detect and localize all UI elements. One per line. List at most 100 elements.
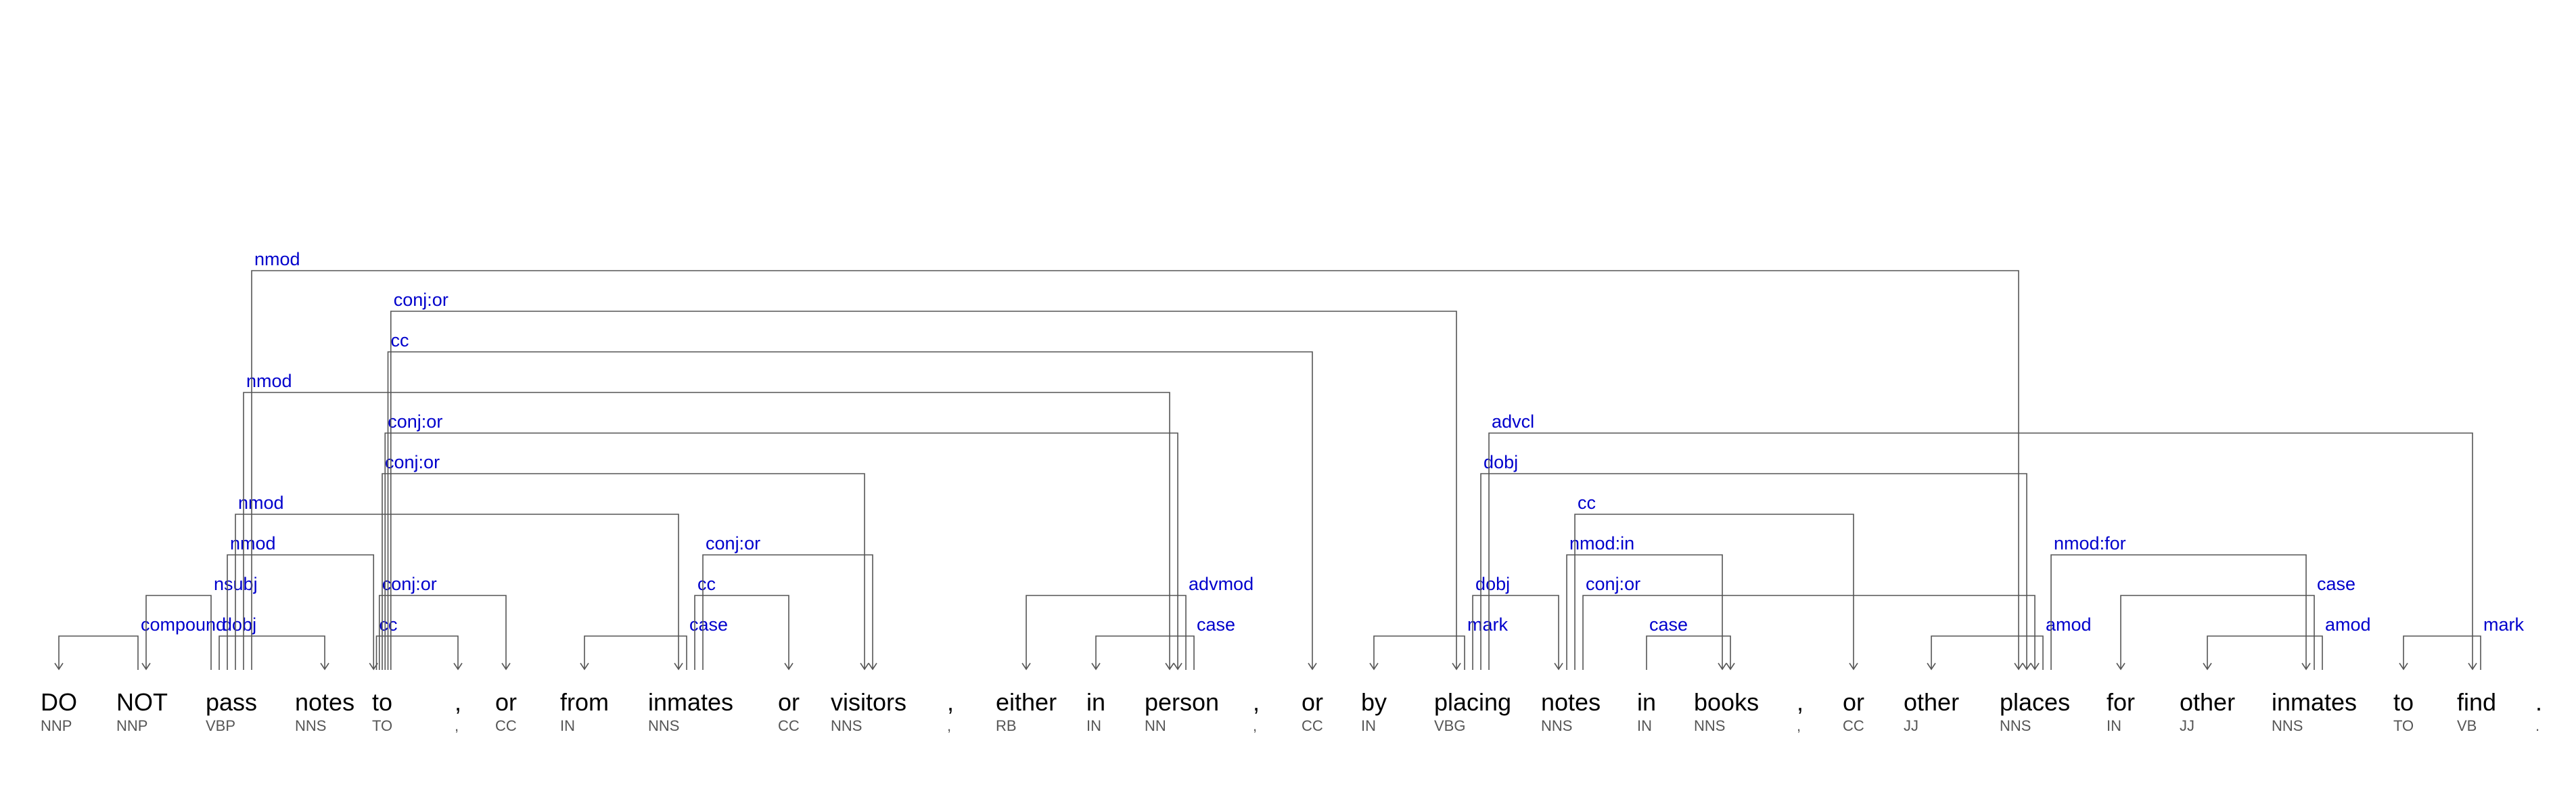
arc-relation-label: conj:or (706, 533, 760, 554)
arc-relation-label: cc (1578, 493, 1596, 513)
token-pos-tag: JJ (2180, 717, 2194, 734)
arc-relation-label: cc (391, 330, 409, 351)
arc-relation-label: conj:or (394, 290, 448, 310)
token-word: other (1904, 688, 1959, 716)
arc-relation-label: mark (2483, 614, 2524, 635)
arc-line (1574, 514, 1854, 670)
dependency-arc: nmod (251, 249, 2023, 671)
arrow-head-icon (2116, 662, 2125, 671)
dependency-arc: nmod:in (1566, 533, 1727, 671)
token-word: or (1302, 688, 1323, 716)
arc-relation-label: advcl (1492, 411, 1534, 432)
dependency-arc: cc (694, 574, 794, 671)
arc-line (694, 595, 789, 670)
arc-line (375, 635, 459, 670)
token-word: pass (206, 688, 257, 716)
token-word: from (560, 688, 609, 716)
token-word: . (2535, 688, 2542, 716)
token-word: placing (1434, 688, 1511, 716)
dependency-arc: amod (1927, 614, 2092, 671)
token-pos-tag: NNS (2000, 717, 2031, 734)
dependency-arc: case (580, 614, 728, 671)
token-pos-tag: CC (1302, 717, 1323, 734)
token-pos-tag: CC (778, 717, 800, 734)
token-pos-tag: NNP (116, 717, 147, 734)
arrow-head-icon (1021, 662, 1031, 671)
arrow-head-icon (2030, 662, 2040, 671)
token-pos-tag: JJ (1904, 717, 1918, 734)
arrow-head-icon (784, 662, 794, 671)
tokens-layer: DONNPNOTNNPpassVBPnotesNNStoTO,,orCCfrom… (41, 688, 2542, 734)
token-pos-tag: , (947, 717, 951, 734)
dependency-arc: nmod (227, 533, 378, 671)
token-word: notes (295, 688, 354, 716)
arc-relation-label: compound (141, 614, 226, 635)
token-word: person (1145, 688, 1219, 716)
dependency-arc: case (1091, 614, 1235, 671)
arc-line (384, 432, 1178, 670)
token-word: books (1694, 688, 1759, 716)
arc-relation-label: case (2317, 574, 2355, 594)
token-pos-tag: NNS (831, 717, 862, 734)
arrow-head-icon (453, 662, 463, 671)
arc-line (145, 595, 212, 670)
token-word: to (372, 688, 392, 716)
dependency-arc: amod (2203, 614, 2371, 671)
arrow-head-icon (1308, 662, 1317, 671)
token-pos-tag: VBP (206, 717, 235, 734)
arc-relation-label: amod (2046, 614, 2092, 635)
arc-line (2207, 635, 2323, 670)
token-pos-tag: TO (372, 717, 392, 734)
token-pos-tag: , (1253, 717, 1257, 734)
arc-line (584, 635, 687, 670)
arc-line (1582, 595, 2036, 670)
token-pos-tag: NNS (2272, 717, 2303, 734)
arc-line (235, 514, 679, 670)
arc-relation-label: case (1197, 614, 1235, 635)
dependency-arc: compound (54, 614, 226, 671)
token-word: inmates (648, 688, 733, 716)
token-pos-tag: TO (2393, 717, 2414, 734)
dependency-arc: cc (387, 330, 1317, 671)
arrow-head-icon (868, 662, 877, 671)
token-pos-tag: IN (1637, 717, 1652, 734)
token-pos-tag: RB (996, 717, 1017, 734)
arc-line (1488, 432, 2473, 670)
token-word: or (1843, 688, 1864, 716)
token-pos-tag: IN (1361, 717, 1376, 734)
token-word: visitors (831, 688, 906, 716)
token-pos-tag: NNS (1541, 717, 1572, 734)
dependency-arc: case (1646, 614, 1735, 671)
arrow-head-icon (674, 662, 683, 671)
arrow-head-icon (1165, 662, 1174, 671)
dependency-arc: cc (1574, 493, 1858, 671)
dependency-arc: advcl (1488, 411, 2477, 671)
arrow-head-icon (1849, 662, 1858, 671)
dependency-arc: cc (375, 614, 463, 671)
token-pos-tag: CC (495, 717, 517, 734)
arrow-head-icon (1369, 662, 1379, 671)
arc-relation-label: amod (2325, 614, 2371, 635)
token-word: notes (1541, 688, 1601, 716)
arrow-head-icon (860, 662, 869, 671)
token-pos-tag: NNP (41, 717, 72, 734)
arc-relation-label: nmod (238, 493, 284, 513)
dependency-arc: nmod:for (2050, 533, 2311, 671)
token-pos-tag: CC (1843, 717, 1864, 734)
arc-line (218, 635, 325, 670)
arc-relation-label: nmod:in (1569, 533, 1634, 554)
token-word: or (495, 688, 517, 716)
token-word: , (455, 688, 461, 716)
token-word: in (1637, 688, 1656, 716)
arrow-head-icon (2468, 662, 2477, 671)
arc-line (227, 554, 375, 670)
arc-line (2120, 595, 2315, 670)
dependency-arc: conj:or (390, 290, 1461, 671)
dependency-arc: conj:or (1582, 574, 2040, 671)
arc-line (1566, 554, 1723, 670)
token-pos-tag: IN (1086, 717, 1101, 734)
arrow-head-icon (1927, 662, 1936, 671)
token-pos-tag: NNS (648, 717, 679, 734)
arc-line (243, 392, 1170, 670)
